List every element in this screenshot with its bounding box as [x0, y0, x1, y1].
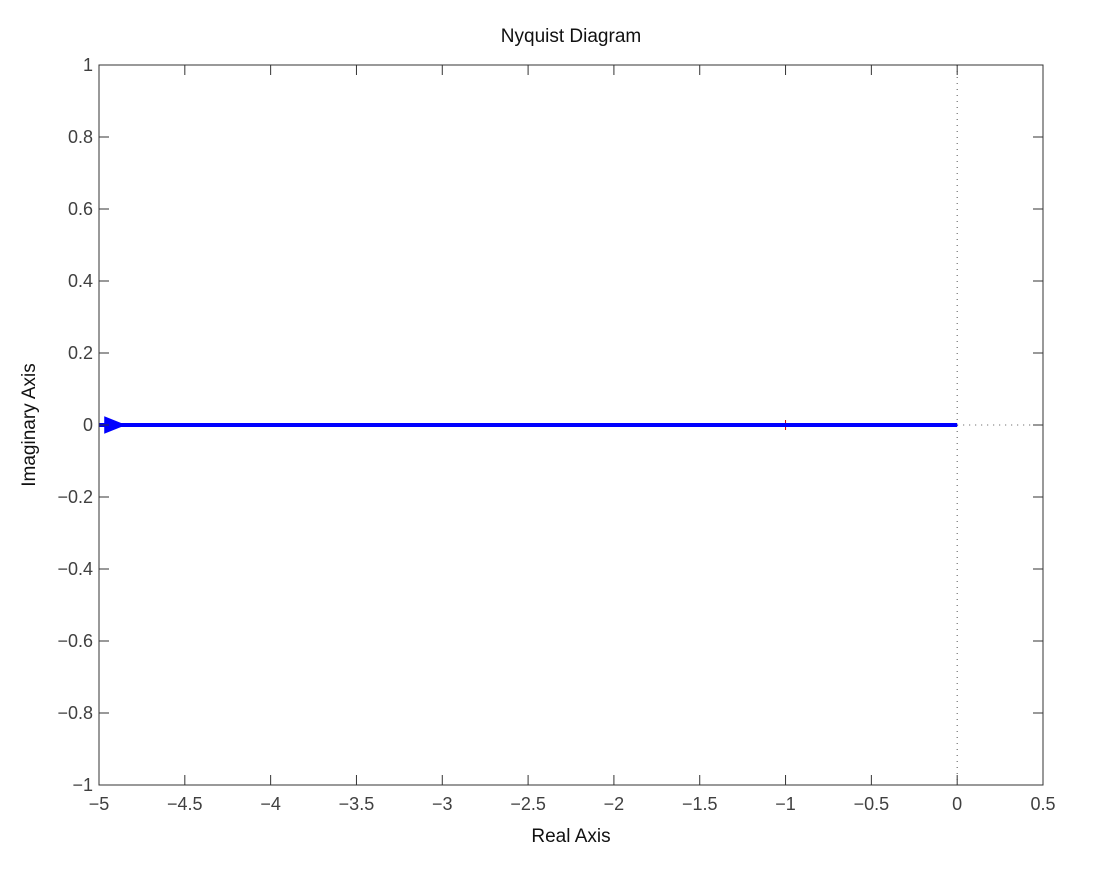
y-tick-label: −0.8 [57, 703, 93, 723]
x-tick-label: −4.5 [167, 794, 203, 814]
x-tick-label: −0.5 [854, 794, 890, 814]
x-tick-labels: −5 −4.5 −4 −3.5 −3 −2.5 −2 −1.5 −1 −0.5 0 0.5 [89, 794, 1056, 814]
y-tick-label: 0.8 [68, 127, 93, 147]
x-tick-label: −1 [775, 794, 796, 814]
x-tick-label: −2 [604, 794, 625, 814]
x-axis-title: Real Axis [531, 826, 610, 847]
x-tick-label: 0 [952, 794, 962, 814]
y-tick-labels: 1 0.8 0.6 0.4 0.2 0 −0.2 −0.4 −0.6 −0.8 −1 [57, 55, 93, 795]
y-axis-title: Imaginary Axis [19, 363, 40, 487]
y-tick-label: 0.4 [68, 271, 93, 291]
y-tick-label: 0 [83, 415, 93, 435]
x-tick-label: −3.5 [339, 794, 375, 814]
y-tick-label: −0.4 [57, 559, 93, 579]
y-tick-label: −1 [72, 775, 93, 795]
x-tick-label: −5 [89, 794, 110, 814]
axes-box [98, 64, 1044, 786]
x-tick-label: 0.5 [1030, 794, 1055, 814]
y-tick-label: 0.2 [68, 343, 93, 363]
y-tick-label: −0.2 [57, 487, 93, 507]
plot-area [98, 64, 1044, 786]
y-tick-label: 1 [83, 55, 93, 75]
x-tick-label: −2.5 [510, 794, 546, 814]
chart-title: Nyquist Diagram [501, 26, 641, 47]
y-tick-label: 0.6 [68, 199, 93, 219]
x-tick-label: −4 [260, 794, 281, 814]
x-tick-label: −1.5 [682, 794, 718, 814]
x-tick-label: −3 [432, 794, 453, 814]
y-tick-label: −0.6 [57, 631, 93, 651]
